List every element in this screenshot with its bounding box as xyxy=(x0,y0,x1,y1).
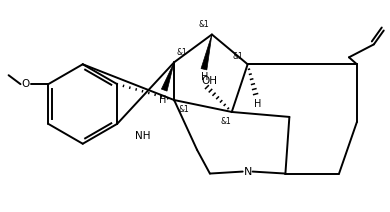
Text: O: O xyxy=(21,79,30,89)
Text: N: N xyxy=(243,167,252,177)
Text: NH: NH xyxy=(135,131,151,141)
Text: H: H xyxy=(201,72,209,82)
Text: &1: &1 xyxy=(179,106,190,114)
Polygon shape xyxy=(161,62,174,91)
Polygon shape xyxy=(201,35,212,70)
Text: &1: &1 xyxy=(220,117,231,126)
Text: H: H xyxy=(254,99,261,109)
Text: &1: &1 xyxy=(232,52,243,61)
Text: H: H xyxy=(158,95,166,105)
Text: OH: OH xyxy=(201,76,217,86)
Text: &1: &1 xyxy=(177,48,188,57)
Text: &1: &1 xyxy=(199,20,209,29)
